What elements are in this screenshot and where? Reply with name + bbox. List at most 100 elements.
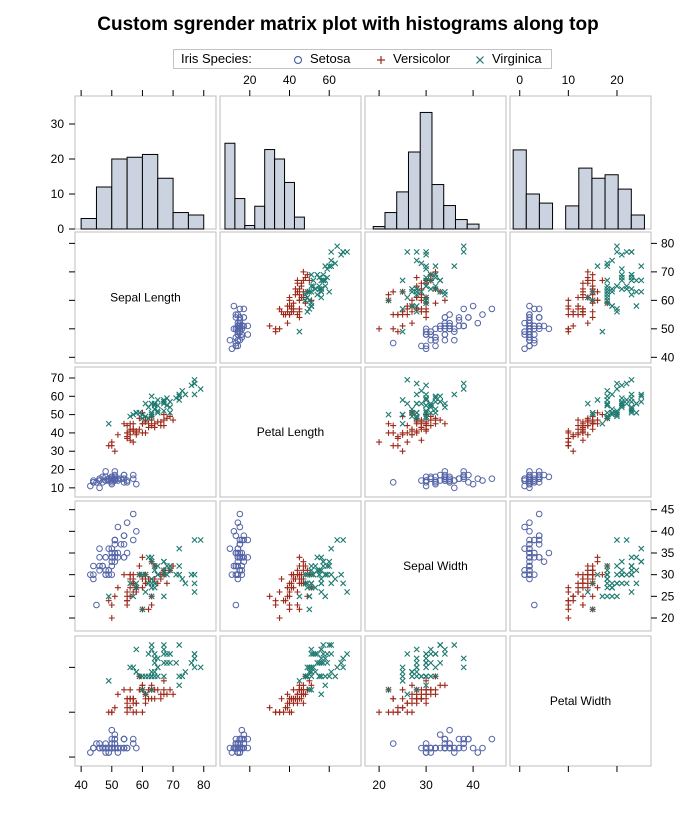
data-point <box>170 691 177 698</box>
data-point <box>389 479 397 486</box>
data-point <box>136 409 143 416</box>
data-point <box>432 393 439 400</box>
data-point <box>535 510 543 518</box>
data-point <box>465 735 472 743</box>
data-point <box>121 420 128 427</box>
data-point <box>232 311 240 318</box>
data-point <box>148 641 155 648</box>
data-point <box>413 646 420 653</box>
data-point <box>432 650 439 657</box>
data-point <box>96 562 103 570</box>
data-point <box>232 342 240 350</box>
histogram-bar <box>80 218 97 230</box>
x-tick-label: 40 <box>283 73 297 87</box>
data-point <box>191 655 198 662</box>
data-point <box>96 744 103 752</box>
panel-frame <box>74 635 217 767</box>
histogram-bar <box>578 167 593 230</box>
data-point <box>531 571 538 578</box>
data-point <box>427 277 434 284</box>
histogram-bar <box>419 111 433 230</box>
data-point <box>521 328 528 335</box>
data-point <box>455 735 463 743</box>
data-point <box>584 268 591 275</box>
data-point <box>418 288 425 295</box>
data-point <box>409 303 415 310</box>
data-point <box>436 731 444 738</box>
data-point <box>108 477 116 484</box>
data-point <box>238 567 246 574</box>
data-point <box>266 322 273 329</box>
data-point <box>589 411 596 418</box>
data-point <box>300 558 307 565</box>
data-point <box>142 413 149 420</box>
data-point <box>111 744 119 752</box>
data-point <box>404 376 411 383</box>
data-point <box>521 545 528 552</box>
data-point <box>145 650 152 657</box>
data-point <box>154 686 161 693</box>
data-point <box>191 580 198 587</box>
data-point <box>324 266 331 273</box>
data-point <box>594 571 601 578</box>
data-point <box>437 393 444 400</box>
data-point <box>474 319 482 327</box>
data-point <box>278 695 285 702</box>
data-point <box>531 322 538 330</box>
data-point <box>127 584 134 591</box>
data-point <box>173 659 180 666</box>
data-point <box>609 593 616 600</box>
data-point <box>609 580 616 587</box>
data-point <box>423 314 430 321</box>
data-point <box>310 571 317 578</box>
data-point <box>114 584 121 591</box>
data-point <box>286 589 293 595</box>
y-tick-label: 30 <box>51 444 65 458</box>
data-point <box>618 382 625 389</box>
data-point <box>160 417 167 424</box>
data-point <box>232 571 240 578</box>
data-point <box>96 484 103 492</box>
data-point <box>460 385 467 392</box>
data-point <box>526 536 533 544</box>
diagonal-label: Petal Width <box>550 694 611 708</box>
histogram-bar <box>293 216 305 230</box>
data-point <box>460 305 468 313</box>
y-tick-label: 35 <box>661 546 675 560</box>
data-point <box>154 407 161 414</box>
data-point <box>422 342 430 350</box>
data-point <box>390 442 397 449</box>
data-point <box>111 558 119 565</box>
data-point <box>488 735 496 743</box>
data-point <box>136 563 143 569</box>
data-point <box>609 584 616 591</box>
data-point <box>451 391 458 398</box>
data-point <box>423 673 430 680</box>
data-point <box>422 328 430 335</box>
data-point <box>604 402 611 409</box>
data-point <box>105 420 112 427</box>
data-point <box>584 294 591 301</box>
data-point <box>618 274 625 281</box>
data-point <box>446 744 453 752</box>
data-point <box>589 271 596 278</box>
data-point <box>310 664 317 671</box>
data-point <box>160 571 167 578</box>
data-point <box>404 709 411 716</box>
data-point <box>423 691 430 698</box>
histogram-bar <box>407 151 421 230</box>
data-point <box>526 562 533 570</box>
data-point <box>87 482 94 490</box>
data-point <box>322 283 329 290</box>
data-point <box>535 541 543 548</box>
data-point <box>409 682 415 689</box>
data-point <box>638 391 645 398</box>
y-tick-label: 20 <box>661 611 675 625</box>
data-point <box>129 740 137 747</box>
histogram-bar <box>284 181 295 230</box>
data-point <box>129 475 137 482</box>
data-point <box>413 415 420 422</box>
data-point <box>604 580 611 587</box>
data-point <box>404 429 411 436</box>
data-point <box>460 471 468 479</box>
